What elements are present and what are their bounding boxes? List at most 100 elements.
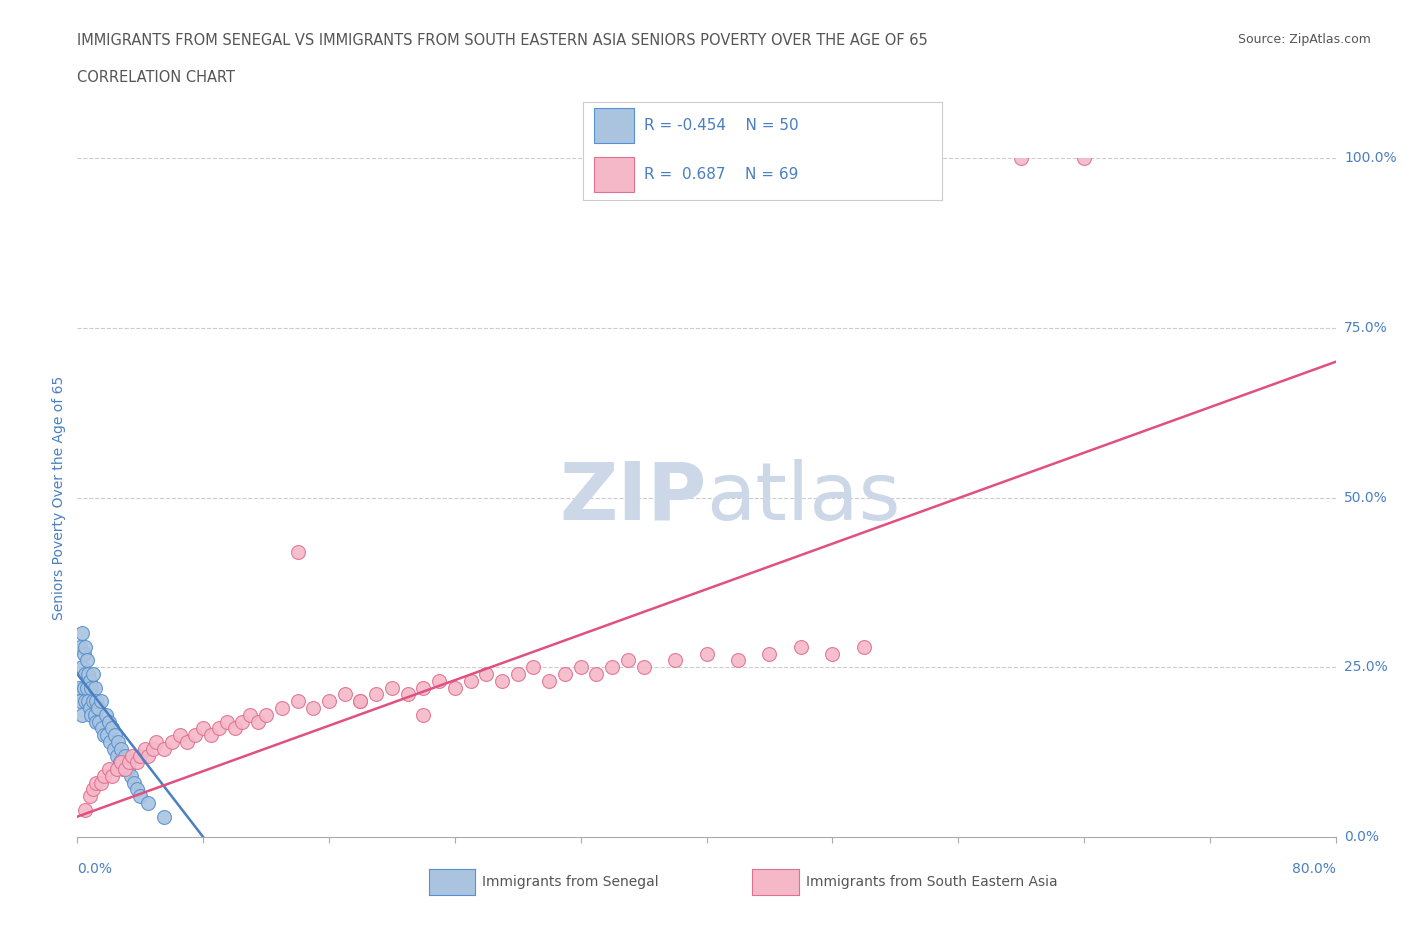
- Point: [522, 660, 544, 675]
- Text: 0.0%: 0.0%: [77, 862, 112, 876]
- Point: [191, 721, 215, 736]
- Point: [554, 667, 576, 682]
- Point: [117, 762, 139, 777]
- Text: Immigrants from Senegal: Immigrants from Senegal: [482, 874, 659, 889]
- Point: [136, 796, 159, 811]
- Point: [101, 768, 124, 783]
- Point: [84, 714, 107, 729]
- Point: [333, 687, 356, 702]
- Point: [75, 803, 97, 817]
- Point: [758, 646, 780, 661]
- Point: [75, 640, 97, 655]
- Point: [108, 755, 131, 770]
- Point: [444, 680, 467, 695]
- Point: [70, 660, 93, 675]
- Point: [200, 727, 222, 742]
- Point: [349, 694, 371, 709]
- Point: [77, 667, 100, 682]
- Point: [87, 700, 110, 715]
- Bar: [595, 157, 634, 193]
- Point: [97, 762, 120, 777]
- Point: [121, 748, 143, 763]
- Point: [176, 735, 198, 750]
- Point: [82, 667, 104, 682]
- Point: [142, 741, 165, 756]
- Point: [111, 762, 134, 777]
- Point: [89, 714, 111, 729]
- Point: [1073, 151, 1095, 166]
- Point: [103, 741, 125, 756]
- Text: R = -0.454    N = 50: R = -0.454 N = 50: [644, 118, 799, 133]
- Text: Source: ZipAtlas.com: Source: ZipAtlas.com: [1237, 33, 1371, 46]
- Point: [727, 653, 749, 668]
- Point: [396, 687, 419, 702]
- Point: [427, 673, 450, 688]
- Y-axis label: Seniors Poverty Over the Age of 65: Seniors Poverty Over the Age of 65: [52, 376, 66, 619]
- Text: atlas: atlas: [707, 458, 901, 537]
- Point: [302, 700, 325, 715]
- Point: [90, 776, 112, 790]
- Point: [77, 694, 100, 709]
- Point: [114, 748, 136, 763]
- Point: [105, 748, 128, 763]
- Point: [110, 741, 132, 756]
- Point: [76, 680, 98, 695]
- Point: [491, 673, 513, 688]
- Point: [208, 721, 231, 736]
- Point: [82, 782, 104, 797]
- Point: [94, 708, 117, 723]
- Point: [72, 646, 94, 661]
- Bar: [595, 108, 634, 143]
- Point: [80, 680, 103, 695]
- Point: [318, 694, 340, 709]
- Point: [506, 667, 529, 682]
- Point: [821, 646, 844, 661]
- Point: [79, 673, 101, 688]
- Point: [127, 755, 149, 770]
- Point: [75, 694, 97, 709]
- Point: [120, 768, 142, 783]
- Point: [664, 653, 686, 668]
- Point: [72, 680, 94, 695]
- Point: [84, 776, 107, 790]
- Point: [107, 735, 129, 750]
- Point: [75, 667, 97, 682]
- Text: ZIP: ZIP: [560, 458, 707, 537]
- Text: R =  0.687    N = 69: R = 0.687 N = 69: [644, 167, 799, 182]
- Point: [96, 727, 118, 742]
- Point: [79, 700, 101, 715]
- Point: [76, 653, 98, 668]
- Point: [69, 694, 91, 709]
- Point: [105, 762, 128, 777]
- Point: [287, 694, 309, 709]
- Point: [82, 694, 104, 709]
- Text: 80.0%: 80.0%: [1292, 862, 1336, 876]
- Point: [129, 789, 152, 804]
- Point: [287, 544, 309, 559]
- Point: [114, 762, 136, 777]
- Point: [91, 721, 114, 736]
- Point: [538, 673, 561, 688]
- Text: 50.0%: 50.0%: [1344, 490, 1388, 505]
- Text: CORRELATION CHART: CORRELATION CHART: [77, 70, 235, 85]
- Point: [79, 789, 101, 804]
- Point: [145, 735, 167, 750]
- Point: [153, 809, 176, 824]
- Text: IMMIGRANTS FROM SENEGAL VS IMMIGRANTS FROM SOUTH EASTERN ASIA SENIORS POVERTY OV: IMMIGRANTS FROM SENEGAL VS IMMIGRANTS FR…: [77, 33, 928, 47]
- Text: 0.0%: 0.0%: [1344, 830, 1379, 844]
- Point: [224, 721, 246, 736]
- Point: [412, 708, 434, 723]
- Point: [412, 680, 434, 695]
- Point: [127, 782, 149, 797]
- Point: [569, 660, 592, 675]
- Point: [129, 748, 152, 763]
- Point: [110, 755, 132, 770]
- Point: [104, 727, 127, 742]
- Point: [790, 640, 813, 655]
- Point: [136, 748, 159, 763]
- Point: [184, 727, 207, 742]
- Point: [83, 680, 105, 695]
- Point: [97, 714, 120, 729]
- Point: [90, 694, 112, 709]
- Point: [93, 727, 115, 742]
